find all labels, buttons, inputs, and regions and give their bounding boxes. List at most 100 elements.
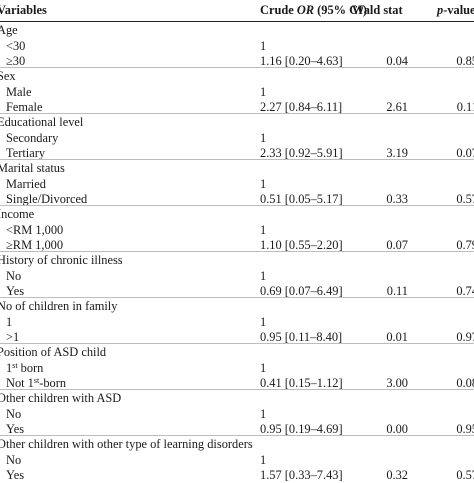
row-level-text: Yes: [6, 422, 25, 436]
section-divider: [0, 435, 474, 436]
wald-stat-cell: 0.33: [386, 192, 408, 206]
row-level-text: 1: [6, 360, 13, 375]
row-level: Single/Divorced: [6, 191, 87, 207]
section-divider: [0, 297, 474, 298]
row-level: Tertiary: [6, 145, 45, 161]
wald-stat-cell: 3.00: [386, 376, 408, 390]
row-level: Yes: [6, 283, 24, 299]
header-variables: Variables: [0, 3, 47, 17]
section-label: Position of ASD child: [0, 345, 107, 359]
row-level-text: Male: [6, 84, 32, 99]
row-level: Secondary: [6, 130, 58, 146]
odds-ratio-cell: 1: [260, 314, 267, 329]
row-level-text: No: [6, 268, 22, 283]
p-value-cell: 0.57: [456, 192, 474, 206]
row-level-text: Not 1: [6, 376, 34, 390]
row-level-text: Female: [6, 100, 43, 114]
section-label: Age: [0, 23, 18, 37]
row-level-text: No: [6, 406, 22, 421]
wald-stat-cell: 0.04: [386, 54, 408, 68]
header-rule: [0, 21, 474, 22]
odds-ratio-cell: 1: [260, 360, 267, 375]
row-level-text: <RM 1,000: [6, 222, 64, 237]
section-label: Other children with ASD: [0, 391, 122, 405]
row-level-text: <30: [6, 38, 26, 53]
header-p-italic: p: [437, 3, 444, 17]
odds-ratio-cell: 1: [260, 268, 267, 283]
odds-ratio-cell: 1.10 [0.55–2.20]: [260, 238, 343, 252]
header-crude-or-italic: OR: [296, 3, 315, 17]
odds-ratio-cell: 1: [260, 84, 267, 99]
row-level: Female: [6, 99, 42, 115]
row-level-text: Secondary: [6, 130, 59, 145]
section-divider: [0, 343, 474, 344]
row-level-text: ≥30: [6, 54, 26, 68]
row-level-suffix: born: [17, 360, 44, 375]
row-level: Yes: [6, 421, 24, 437]
row-level-text: 1: [6, 314, 13, 329]
p-value-cell: 0.57: [456, 468, 474, 482]
odds-ratio-cell: 0.51 [0.05–5.17]: [260, 192, 343, 206]
section-label: Other children with other type of learni…: [0, 437, 253, 451]
section-divider: [0, 205, 474, 206]
row-level-text: Tertiary: [6, 146, 46, 160]
header-p-values: p-values: [437, 2, 474, 18]
row-level: No: [6, 452, 21, 468]
header-crude-or: Crude OR (95% CI): [260, 2, 367, 18]
odds-ratio-cell: 1: [260, 38, 267, 53]
row-level: Male: [6, 84, 31, 100]
odds-ratio-cell: 2.27 [0.84–6.11]: [260, 100, 343, 114]
header-wald: Wald stat: [352, 3, 403, 17]
section-divider: [0, 159, 474, 160]
wald-stat-cell: 0.01: [386, 330, 408, 344]
header-crude-or-suffix: (95% CI): [314, 3, 368, 17]
header-crude-or-prefix: Crude: [260, 3, 297, 17]
odds-ratio-cell: 0.41 [0.15–1.12]: [260, 376, 343, 390]
section-label: No of children in family: [0, 299, 118, 313]
row-level: 1: [6, 314, 12, 330]
p-value-cell: 0.95: [456, 422, 474, 436]
row-level: 1st born: [6, 360, 43, 376]
row-level-text: Single/Divorced: [6, 192, 88, 206]
row-level: <RM 1,000: [6, 222, 63, 238]
row-level: No: [6, 406, 21, 422]
row-level: No: [6, 268, 21, 284]
row-level: <30: [6, 38, 25, 54]
row-level: Married: [6, 176, 46, 192]
row-level-text: Married: [6, 176, 46, 191]
row-level: ≥30: [6, 53, 25, 69]
section-divider: [0, 113, 474, 114]
row-level-text: No: [6, 452, 22, 467]
row-level-text: ≥RM 1,000: [6, 238, 64, 252]
wald-stat-cell: 3.19: [386, 146, 408, 160]
row-level-text: >1: [6, 330, 20, 344]
wald-stat-cell: 0.11: [386, 284, 408, 298]
p-value-cell: 0.07: [456, 146, 474, 160]
row-level-superscript: st: [33, 376, 40, 385]
row-level-suffix: -born: [39, 376, 67, 390]
row-level: Not 1st-born: [6, 375, 66, 391]
section-label: Income: [0, 207, 35, 221]
header-p-suffix: -values: [443, 3, 474, 17]
wald-stat-cell: 0.07: [386, 238, 408, 252]
section-divider: [0, 251, 474, 252]
odds-ratio-cell: 0.95 [0.19–4.69]: [260, 422, 343, 436]
odds-ratio-cell: 1: [260, 406, 267, 421]
row-level: ≥RM 1,000: [6, 237, 63, 253]
row-level: Yes: [6, 467, 24, 483]
odds-ratio-cell: 0.95 [0.11–8.40]: [260, 330, 343, 344]
table-header: Variables Crude OR (95% CI) Wald stat p-…: [0, 2, 474, 20]
section-label: Sex: [0, 69, 16, 83]
odds-ratio-cell: 1.57 [0.33–7.43]: [260, 468, 343, 482]
wald-stat-cell: 0.00: [386, 422, 408, 436]
section-label: Marital status: [0, 161, 65, 175]
odds-ratio-cell: 2.33 [0.92–5.91]: [260, 146, 343, 160]
odds-ratio-cell: 1: [260, 222, 267, 237]
p-value-cell: 0.74: [456, 284, 474, 298]
p-value-cell: 0.97: [456, 330, 474, 344]
row-level-text: Yes: [6, 468, 25, 482]
p-value-cell: 0.79: [456, 238, 474, 252]
row-level-superscript: st: [12, 360, 18, 370]
section-divider: [0, 389, 474, 390]
